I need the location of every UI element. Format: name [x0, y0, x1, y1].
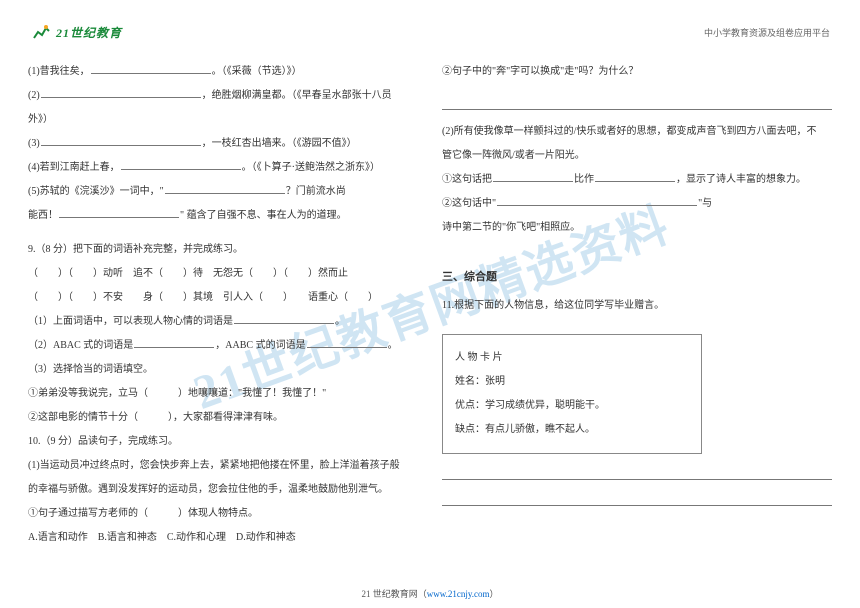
text: 能西！ — [28, 210, 58, 221]
text: " 蕴含了自强不息、事在人为的道理。 — [180, 210, 347, 221]
card-disadvantage-row: 缺点：有点儿骄傲，瞧不起人。 — [455, 419, 689, 441]
text: ，显示了诗人丰富的想象力。 — [676, 174, 806, 185]
q8-5b: 能西！ " 蕴含了自强不息、事在人为的道理。 — [28, 204, 418, 228]
q8-1: (1)昔我往矣， 。（《采薇（节选）》） — [28, 60, 418, 84]
runner-icon — [30, 22, 52, 42]
text: 。（《卜算子·送鲍浩然之浙东》） — [242, 162, 380, 173]
q9-sub3-2: ②这部电影的情节十分（ ），大家都看得津津有味。 — [28, 406, 418, 430]
q8-3: (3) ，一枝红杏出墙来。（《游园不值》） — [28, 132, 418, 156]
text: ①这句话把 — [442, 174, 492, 185]
q8-2b: 外》） — [28, 108, 418, 132]
card-adv-value: 学习成绩优异，聪明能干。 — [485, 400, 605, 411]
q9-heading: 9.（8 分）把下面的词语补充完整，并完成练习。 — [28, 238, 418, 262]
text: 。（《采薇（节选）》） — [212, 66, 302, 77]
header-platform-text: 中小学教育资源及组卷应用平台 — [704, 26, 830, 39]
q9-row1: （ ）（ ）动听 追不（ ）待 无怨无（ ）（ ）然而止 — [28, 262, 418, 286]
footer-prefix: 21 世纪教育网（ — [361, 589, 426, 599]
logo-text: 21世纪教育 — [56, 24, 122, 41]
q8-4: (4)若到江南赶上春， 。（《卜算子·送鲍浩然之浙东》） — [28, 156, 418, 180]
q10-2-sub2b: 诗中第二节的"你飞吧"相照应。 — [442, 216, 832, 240]
fill-blank[interactable] — [493, 170, 573, 182]
q10-sub1: ①句子通过描写方老师的（ ）体现人物特点。 — [28, 502, 418, 526]
text: （2）ABAC 式的词语是 — [28, 340, 133, 351]
card-title: 人 物 卡 片 — [455, 347, 689, 369]
q9-sub3-1: ①弟弟没等我说完，立马（ ）地嚷嚷道："我懂了！我懂了！" — [28, 382, 418, 406]
text: 比作 — [574, 174, 594, 185]
text: ，绝胜烟柳满皇都。（《早春呈水部张十八员 — [202, 90, 392, 101]
answer-line[interactable] — [442, 492, 832, 506]
q9-sub1: （1）上面词语中，可以表现人物心情的词语是。 — [28, 310, 418, 334]
text: (2) — [28, 90, 40, 101]
card-dis-label: 缺点： — [455, 424, 485, 435]
section-3-title: 三、综合题 — [442, 264, 832, 290]
content-area: (1)昔我往矣， 。（《采薇（节选）》） (2) ，绝胜烟柳满皇都。（《早春呈水部张… — [28, 60, 832, 578]
footer-suffix: ） — [490, 589, 499, 599]
text: (3) — [28, 138, 40, 149]
right-column: ②句子中的"奔"字可以换成"走"吗？为什么？ (2)所有使我像草一样颤抖过的/快… — [442, 60, 832, 578]
q10-p2: 的幸福与骄傲。遇到没发挥好的运动员，您会拉住他的手，温柔地鼓励他别泄气。 — [28, 478, 418, 502]
q10-sub2: ②句子中的"奔"字可以换成"走"吗？为什么？ — [442, 60, 832, 84]
card-advantage-row: 优点：学习成绩优异，聪明能干。 — [455, 395, 689, 417]
card-name-row: 姓名：张明 — [455, 371, 689, 393]
fill-blank[interactable] — [59, 206, 179, 218]
card-adv-label: 优点： — [455, 400, 485, 411]
left-column: (1)昔我往矣， 。（《采薇（节选）》） (2) ，绝胜烟柳满皇都。（《早春呈水部张… — [28, 60, 418, 578]
text: ，一枝红杏出墙来。（《游园不值》） — [202, 138, 357, 149]
q10-2-p2: 管它像一阵微风/或者一片阳光。 — [442, 144, 832, 168]
page-header: 21世纪教育 中小学教育资源及组卷应用平台 — [30, 20, 830, 44]
q9-sub3: （3）选择恰当的词语填空。 — [28, 358, 418, 382]
q9-sub2: （2）ABAC 式的词语是，AABC 式的词语是。 — [28, 334, 418, 358]
q10-heading: 10.（9 分）品读句子，完成练习。 — [28, 430, 418, 454]
q10-2-p1: (2)所有使我像草一样颤抖过的/快乐或者好的思想，都变成声音飞到四方八面去吧，不 — [442, 120, 832, 144]
text: "与 — [698, 198, 712, 209]
fill-blank[interactable] — [497, 194, 697, 206]
text: (1)昔我往矣， — [28, 66, 90, 77]
footer-link[interactable]: www.21cnjy.com — [427, 589, 490, 599]
card-name-value: 张明 — [485, 376, 505, 387]
fill-blank[interactable] — [121, 158, 241, 170]
q10-p1: (1)当运动员冲过终点时，您会快步奔上去，紧紧地把他搂在怀里，脸上洋溢着孩子般 — [28, 454, 418, 478]
fill-blank[interactable] — [595, 170, 675, 182]
q11-heading: 11.根据下面的人物信息，给这位同学写毕业赠言。 — [442, 294, 832, 318]
q10-options: A.语言和动作 B.语言和神态 C.动作和心理 D.动作和神态 — [28, 526, 418, 550]
q8-5a: (5)苏轼的《浣溪沙》一词中，" ？门前流水尚 — [28, 180, 418, 204]
answer-line[interactable] — [442, 96, 832, 110]
q10-2-sub1: ①这句话把 比作 ，显示了诗人丰富的想象力。 — [442, 168, 832, 192]
card-dis-value: 有点儿骄傲，瞧不起人。 — [485, 424, 595, 435]
text: (5)苏轼的《浣溪沙》一词中，" — [28, 186, 164, 197]
fill-blank[interactable] — [41, 134, 201, 146]
text: ②这句话中" — [442, 198, 496, 209]
text: ？门前流水尚 — [286, 186, 346, 197]
answer-line[interactable] — [442, 466, 832, 480]
fill-blank[interactable] — [234, 312, 334, 324]
text: （1）上面词语中，可以表现人物心情的词语是 — [28, 316, 233, 327]
fill-blank[interactable] — [307, 336, 387, 348]
q10-2-sub2: ②这句话中" "与 — [442, 192, 832, 216]
q8-2: (2) ，绝胜烟柳满皇都。（《早春呈水部张十八员 — [28, 84, 418, 108]
text: (4)若到江南赶上春， — [28, 162, 120, 173]
person-card: 人 物 卡 片 姓名：张明 优点：学习成绩优异，聪明能干。 缺点：有点儿骄傲，瞧… — [442, 334, 702, 454]
fill-blank[interactable] — [165, 182, 285, 194]
card-name-label: 姓名： — [455, 376, 485, 387]
fill-blank[interactable] — [41, 86, 201, 98]
fill-blank[interactable] — [134, 336, 214, 348]
logo: 21世纪教育 — [30, 22, 122, 42]
text: ，AABC 式的词语是 — [215, 340, 305, 351]
q9-row2: （ ）（ ）不安 身（ ）其境 引人入（ ） 语重心（ ） — [28, 286, 418, 310]
fill-blank[interactable] — [91, 62, 211, 74]
page-footer: 21 世纪教育网（www.21cnjy.com） — [0, 587, 860, 600]
